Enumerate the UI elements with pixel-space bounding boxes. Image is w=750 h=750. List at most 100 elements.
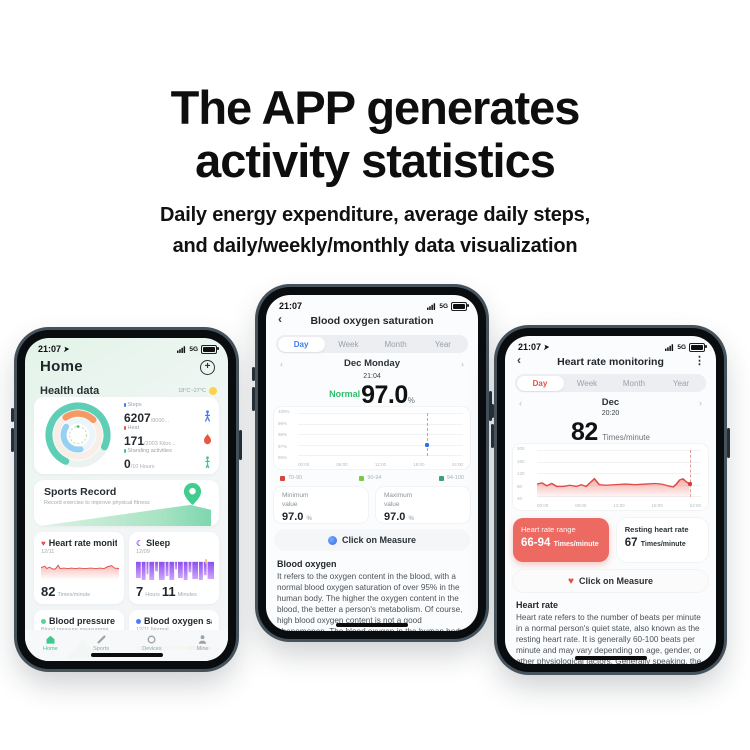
page-title-line1: The APP generates [170,81,581,134]
nav-home[interactable]: Home [25,634,76,652]
tab-year[interactable]: Year [672,378,690,388]
status-time: 21:07 [518,342,542,352]
hr-chart-plot [537,450,701,497]
legend-low: 70-90 [280,475,302,481]
nav-home-label: Home [43,646,58,652]
status-time: 21:07 [38,344,62,354]
next-date-button[interactable]: › [461,358,464,369]
spo2-chart-x-axis: 00:00 06:00 12:00 18:00 24:00 [298,462,463,467]
steps-stat: Steps 6207/8000... [124,402,213,427]
blood-oxygen-screen: 21:07 5G ‹ Blood oxygen saturation Day W… [266,295,478,631]
next-date-button[interactable]: › [699,397,702,408]
hr-summary-row: Heart rate range 66-94 Times/minute Rest… [513,518,708,562]
sports-record-subtitle: Record exercise to improve physical fitn… [44,500,150,506]
prev-date-button[interactable]: ‹ [280,358,283,369]
standing-person-icon [203,455,212,473]
reading-time: 20:20 [601,410,620,417]
health-data-heading: Health data [40,385,100,397]
minimum-label: Minimum value [282,492,309,508]
sleep-card[interactable]: ☾ Sleep 12/09 7 Hours 11 Minutes [129,532,219,604]
sleep-minutes: 11 [161,584,176,599]
battery-icon [689,342,707,352]
volume-button [491,404,494,418]
measure-button[interactable]: ♥ Click on Measure [513,570,708,592]
info-title: Blood oxygen [277,559,337,569]
period-tabs: Day Week Month Year [276,335,468,353]
add-button[interactable]: + [200,360,215,375]
hr-chart-x-axis: 00:00 06:00 12:00 18:00 24:00 [537,503,701,508]
period-tabs: Day Week Month Year [515,374,706,392]
volume-button [252,367,255,381]
heart-card-title: Heart rate monitorin [48,538,117,548]
page-title: The APP generates activity statistics [0,81,750,187]
status-bar: 21:07 5G [518,342,707,352]
nav-devices[interactable]: Devices [127,634,178,652]
reading-unit: Times/minute [602,433,650,442]
screen-title: Heart rate monitoring [557,356,664,368]
heart-rate-card[interactable]: ♥Heart rate monitorin 12/11 82Times/minu… [34,532,124,604]
current-reading: 82 Times/minute [505,418,716,447]
walker-icon [203,409,212,427]
nav-sports[interactable]: Sports [76,634,127,652]
reading-time: 21:04 [363,373,381,380]
network-label: 5G [189,345,198,353]
signal-icon [177,345,186,353]
tab-week[interactable]: Week [338,339,359,349]
heart-rate-screen: 21:07 5G ‹ Heart rate monitoring ⋮ Day W… [505,336,716,664]
phone-heart-rate: 21:07 5G ‹ Heart rate monitoring ⋮ Day W… [491,328,730,672]
tab-week[interactable]: Week [576,378,598,388]
back-button[interactable]: ‹ [278,312,282,326]
page-title-home: Home [40,358,83,375]
heart-value: 82 [41,584,56,599]
location-arrow-icon [543,344,550,350]
maximum-value: 97.0 [384,510,406,523]
sports-record-card[interactable]: Sports Record Record exercise to improve… [34,480,219,526]
nav-mine[interactable]: Mine [177,634,228,652]
nav-devices-label: Devices [142,646,162,652]
tab-year[interactable]: Year [434,339,451,349]
heart-rate-info: Heart rate Heart rate refers to the numb… [516,600,706,664]
resting-value: 67 [624,537,638,549]
prev-date-button[interactable]: ‹ [519,397,522,408]
tab-day[interactable]: Day [516,375,564,391]
page-subtitle: Daily energy expenditure, average daily … [0,200,750,262]
heat-label: Heat [127,425,140,431]
watch-icon [147,635,156,644]
steps-goal: /8000... [150,418,170,424]
date-navigator: ‹ Dec Monday › [280,358,464,369]
heart-rate-range-card: Heart rate range 66-94 Times/minute [513,518,609,562]
tab-month[interactable]: Month [384,339,407,349]
spo2-legend: 70-90 90-94 94-100 [280,475,464,481]
hr-cursor-line [689,450,691,497]
power-button [727,428,730,458]
signal-icon [665,343,674,351]
spo2-day-chart: 100% 99% 98% 97% 96% 00:00 06:00 12:00 18:00 24:… [274,407,470,469]
back-button[interactable]: ‹ [517,353,521,367]
tab-month[interactable]: Month [622,378,646,388]
blood-pressure-dot-icon [41,618,46,624]
tab-day[interactable]: Day [277,336,325,352]
minimum-card: Minimum value 97.0 % [274,487,368,523]
heat-stat: Heat 171/2003 Kiloc... [124,425,213,448]
sleep-minutes-label: Minutes [177,592,197,598]
activity-rings-card[interactable]: Steps 6207/8000... Heat 171/2003 Kiloc..… [34,397,219,474]
nav-mine-label: Mine [196,646,209,652]
resting-unit: Times/minute [640,541,686,548]
info-title: Heart rate [516,600,559,610]
info-text: Heart rate refers to the number of beats… [516,613,702,664]
heart-card-date: 12/11 [41,549,55,555]
measure-label: Click on Measure [578,576,653,586]
range-unit: Times/minute [553,541,599,548]
network-label: 5G [677,343,686,351]
hr-line-series [537,477,691,497]
moon-icon: ☾ [136,538,144,548]
weather-chip: 18°C~27°C [178,387,217,395]
legend-mid: 90-94 [359,475,382,481]
reading-value: 82 [571,418,598,446]
measure-button[interactable]: Click on Measure [274,529,470,551]
spo2-chart-plot [298,413,463,456]
home-indicator [90,653,163,657]
weather-range: 18°C~27°C [178,388,206,394]
more-options-button[interactable]: ⋮ [694,355,705,367]
